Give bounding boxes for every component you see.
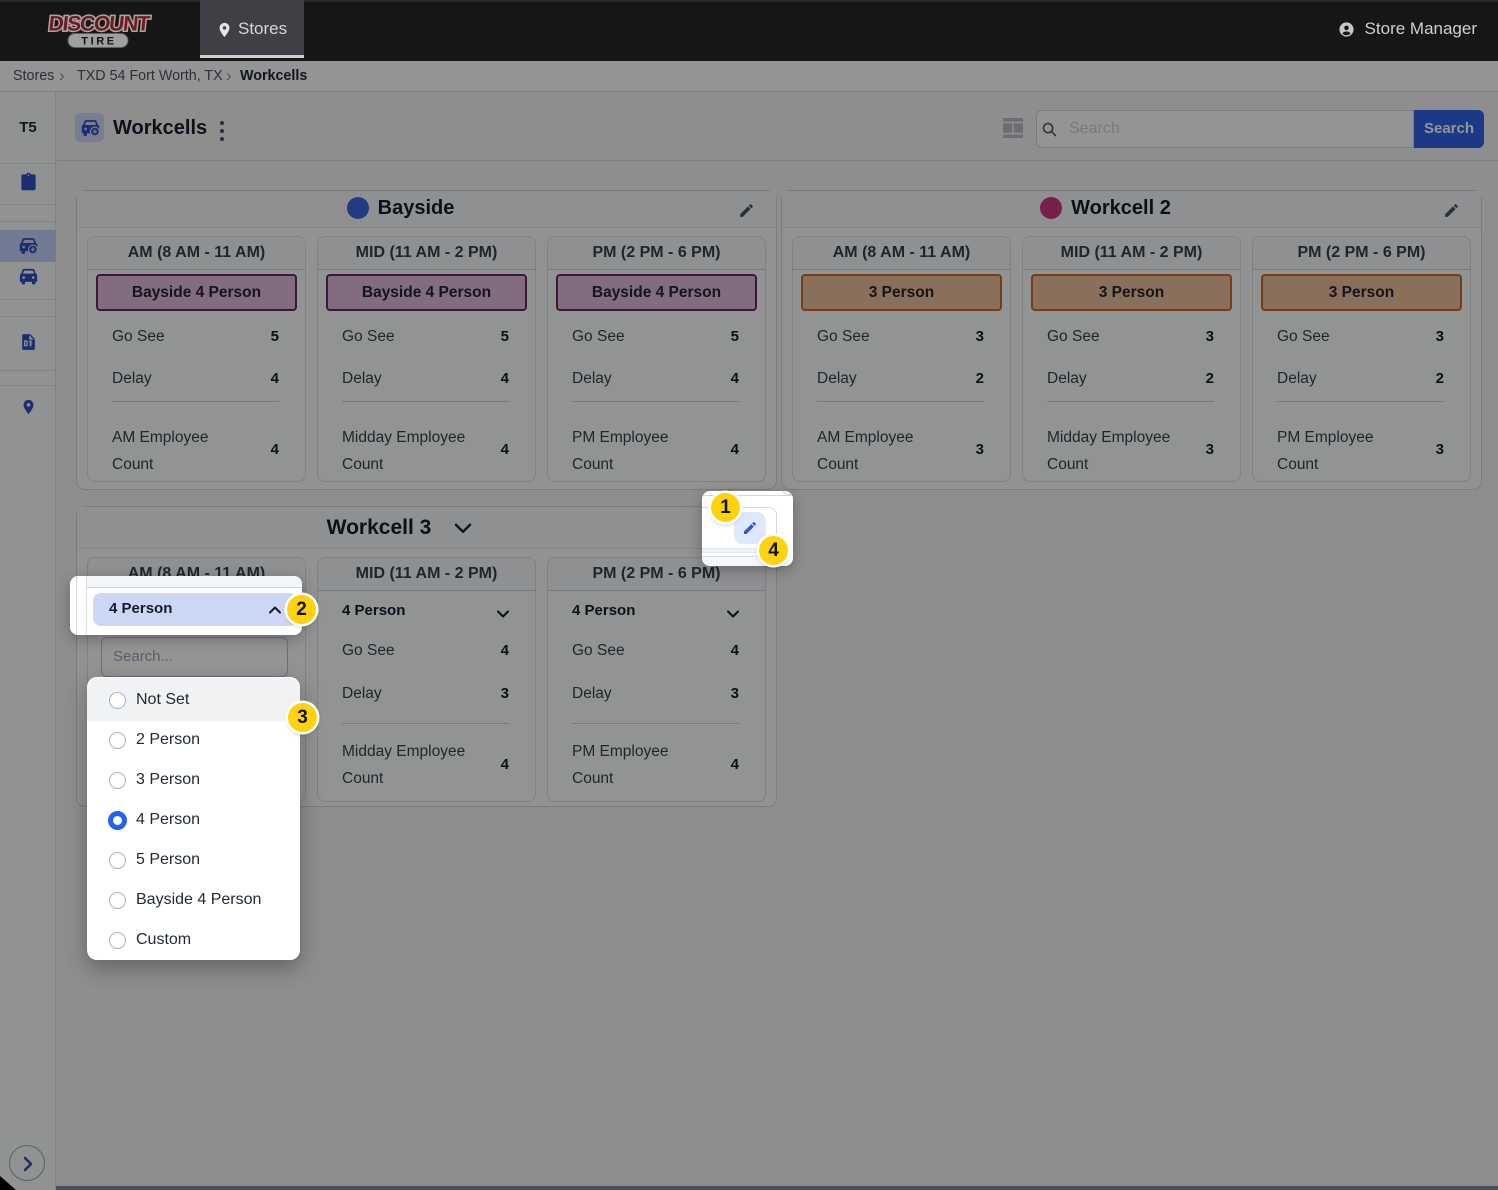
svg-text:DISCOUNT: DISCOUNT: [48, 13, 152, 36]
svg-text:TIRE: TIRE: [81, 36, 116, 48]
